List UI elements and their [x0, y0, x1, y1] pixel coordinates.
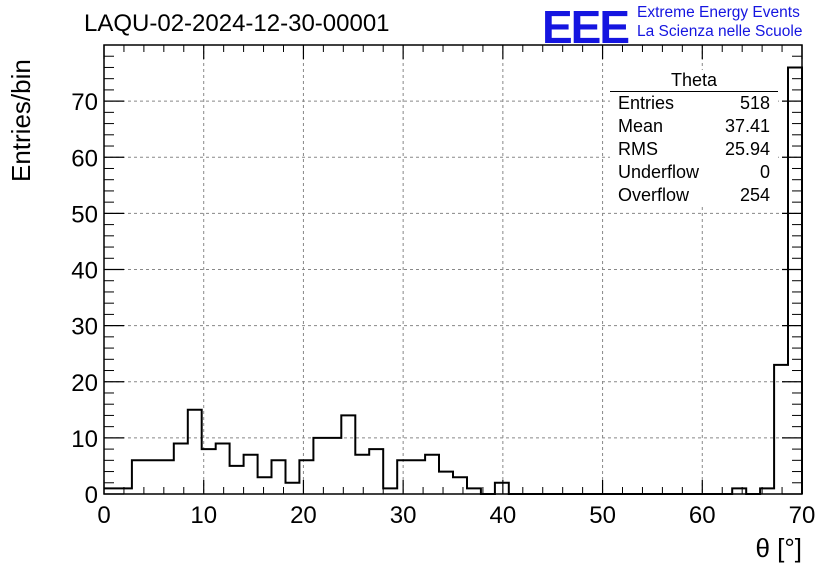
stats-label: Entries [618, 93, 675, 113]
histogram-bin [453, 477, 467, 494]
histogram-bin [425, 455, 439, 494]
logo-caption-line2: La Scienza nelle Scuole [637, 23, 803, 40]
histogram-bin [495, 483, 509, 494]
histogram-bin [369, 449, 383, 494]
histogram-bin [299, 460, 313, 494]
histogram-bin [146, 460, 160, 494]
histogram-bin [327, 438, 341, 494]
stats-value: 0 [759, 162, 770, 182]
plot-title: LAQU-02-2024-12-30-00001 [84, 10, 390, 37]
x-tick-label: 40 [490, 502, 517, 529]
y-tick-label: 50 [71, 201, 98, 228]
histogram-bin [160, 460, 174, 494]
logo-caption: Extreme Energy Events La Scienza nelle S… [637, 3, 802, 41]
stats-row-overflow: Overflow 254 [610, 184, 778, 207]
y-tick-label: 10 [71, 426, 98, 453]
histogram-bin [397, 460, 411, 494]
histogram-bin [285, 483, 299, 494]
x-tick-label: 10 [190, 502, 217, 529]
histogram-bin [258, 477, 272, 494]
histogram-bin [244, 455, 258, 494]
stats-box: Theta Entries 518 Mean 37.41 RMS 25.94 U… [610, 70, 778, 207]
stats-value: 518 [739, 93, 770, 113]
histogram-bin [774, 365, 788, 494]
y-tick-label: 0 [85, 482, 98, 509]
stats-label: Underflow [618, 162, 700, 182]
stats-value: 25.94 [724, 139, 770, 159]
logo-caption-line1: Extreme Energy Events [637, 4, 800, 21]
y-tick-label: 20 [71, 370, 98, 397]
y-tick-label: 30 [71, 314, 98, 341]
histogram-bin [216, 443, 230, 494]
stats-row-underflow: Underflow 0 [610, 161, 778, 184]
x-tick-label: 30 [390, 502, 417, 529]
stats-label: Overflow [618, 185, 690, 205]
stats-row-rms: RMS 25.94 [610, 138, 778, 161]
stats-value: 37.41 [724, 116, 770, 136]
axis-ticks [103, 45, 803, 495]
x-tick-label: 20 [290, 502, 317, 529]
histogram-bin [439, 472, 453, 494]
y-axis-label: Entries/bin [6, 59, 36, 182]
stats-title: Theta [610, 70, 778, 92]
histogram-bin [188, 410, 202, 494]
stats-row-mean: Mean 37.41 [610, 115, 778, 138]
x-tick-label: 50 [589, 502, 616, 529]
x-tick-label: 70 [789, 502, 816, 529]
x-axis-label: θ [°] [755, 533, 802, 563]
histogram-line [104, 66, 803, 495]
stats-label: RMS [618, 139, 658, 159]
histogram-bin [174, 443, 188, 494]
stats-value: 254 [739, 185, 770, 205]
histogram-bin [355, 455, 369, 494]
y-tick-label: 60 [71, 145, 98, 172]
x-tick-label: 0 [97, 502, 110, 529]
stats-row-entries: Entries 518 [610, 92, 778, 115]
y-tick-label: 70 [71, 89, 98, 116]
histogram-bin [341, 415, 355, 494]
histogram-bin [313, 438, 327, 494]
stats-label: Mean [618, 116, 664, 136]
tick-labels: 0 10 20 30 40 50 60 70 0 10 20 30 40 50 60 70 [71, 89, 815, 529]
x-tick-label: 60 [689, 502, 716, 529]
y-tick-label: 40 [71, 258, 98, 285]
eee-logo: EEE [542, 1, 630, 53]
histogram-bin [230, 466, 244, 494]
